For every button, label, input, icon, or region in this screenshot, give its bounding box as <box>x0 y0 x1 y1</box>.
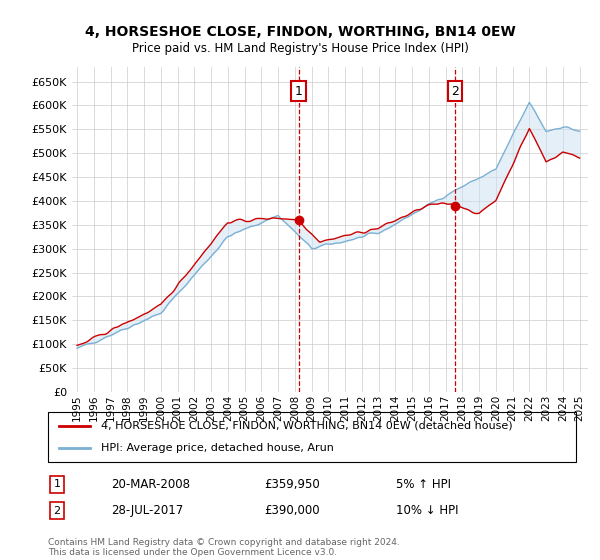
Text: HPI: Average price, detached house, Arun: HPI: Average price, detached house, Arun <box>101 443 334 453</box>
Text: 20-MAR-2008: 20-MAR-2008 <box>111 478 190 491</box>
Text: 5% ↑ HPI: 5% ↑ HPI <box>396 478 451 491</box>
Text: 1: 1 <box>295 85 302 97</box>
Text: 4, HORSESHOE CLOSE, FINDON, WORTHING, BN14 0EW (detached house): 4, HORSESHOE CLOSE, FINDON, WORTHING, BN… <box>101 421 512 431</box>
Text: 2: 2 <box>451 85 459 97</box>
Text: Contains HM Land Registry data © Crown copyright and database right 2024.
This d: Contains HM Land Registry data © Crown c… <box>48 538 400 557</box>
Text: 10% ↓ HPI: 10% ↓ HPI <box>396 504 458 517</box>
Text: 1: 1 <box>53 479 61 489</box>
Text: £390,000: £390,000 <box>264 504 320 517</box>
Text: 28-JUL-2017: 28-JUL-2017 <box>111 504 183 517</box>
Text: 2: 2 <box>53 506 61 516</box>
Text: Price paid vs. HM Land Registry's House Price Index (HPI): Price paid vs. HM Land Registry's House … <box>131 42 469 55</box>
Text: 4, HORSESHOE CLOSE, FINDON, WORTHING, BN14 0EW: 4, HORSESHOE CLOSE, FINDON, WORTHING, BN… <box>85 25 515 39</box>
Text: £359,950: £359,950 <box>264 478 320 491</box>
